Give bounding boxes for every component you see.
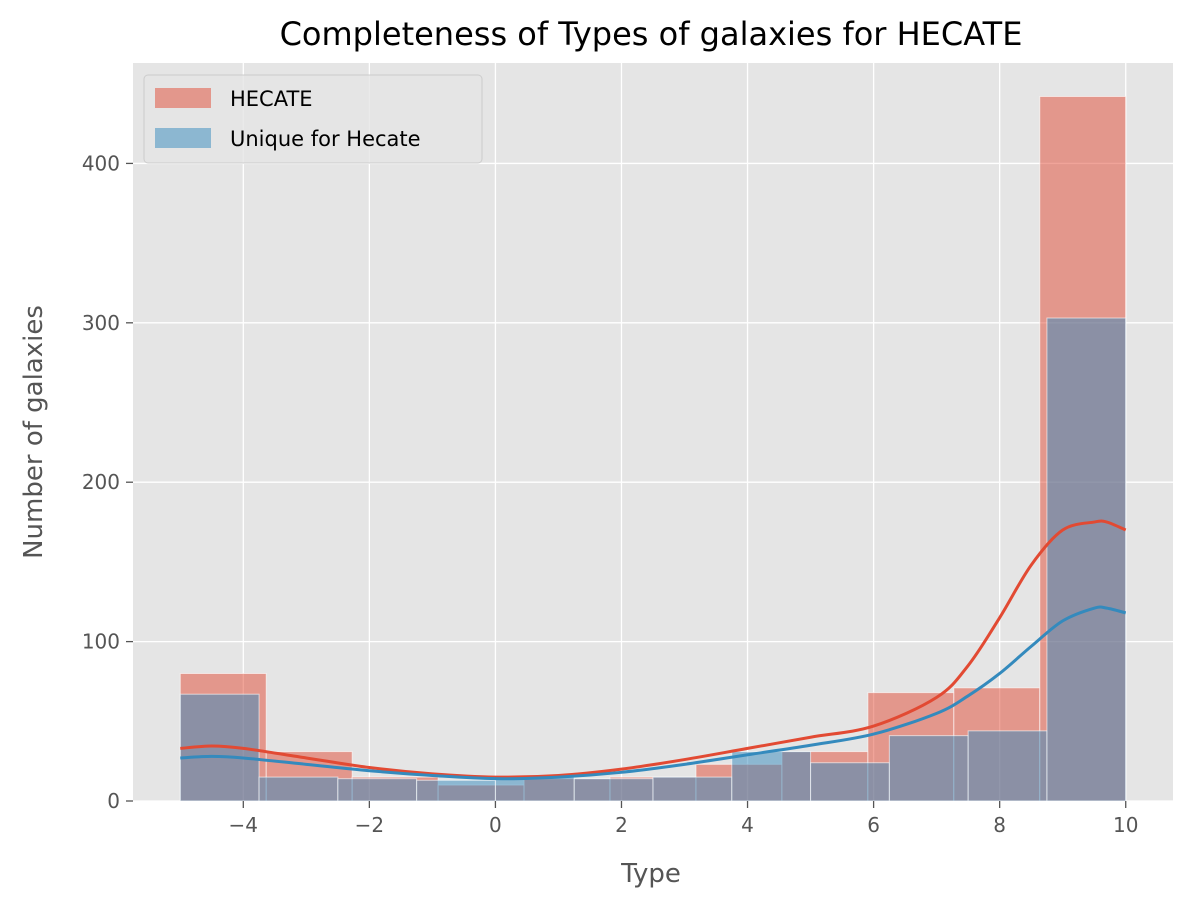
- legend-label-hecate: HECATE: [230, 87, 313, 111]
- bar-unique-for-hecate-7: [731, 751, 812, 802]
- legend-label-unique-for-hecate: Unique for Hecate: [230, 127, 421, 151]
- legend-swatch-unique-for-hecate: [155, 128, 211, 148]
- kde-curves: [180, 519, 1127, 781]
- y-tick-label: 300: [82, 311, 120, 335]
- chart-title: Completeness of Types of galaxies for HE…: [280, 15, 1023, 53]
- kde-line-hecate: [180, 519, 1127, 779]
- x-tick-label: 2: [615, 813, 628, 837]
- legend: HECATE Unique for Hecate: [143, 74, 483, 164]
- bars-unique-for-hecate: [179, 317, 1127, 802]
- y-tick-label: 0: [107, 789, 120, 813]
- x-axis-label: Type: [620, 859, 681, 889]
- legend-frame: [143, 74, 483, 164]
- x-tick-label: 4: [741, 813, 754, 837]
- bar-unique-for-hecate-3: [416, 779, 496, 802]
- y-tick-label: 200: [82, 470, 120, 494]
- x-tick-label: 8: [993, 813, 1006, 837]
- y-tick-label: 400: [82, 151, 120, 175]
- y-tick-label: 100: [82, 630, 120, 654]
- bar-unique-for-hecate-1: [258, 776, 339, 802]
- x-tick-label: 6: [867, 813, 880, 837]
- x-tick-label: −2: [355, 813, 384, 837]
- bar-unique-for-hecate-10: [967, 730, 1048, 802]
- kde-line-unique-for-hecate: [180, 605, 1127, 781]
- x-tick-label: 0: [489, 813, 502, 837]
- bar-unique-for-hecate-6: [652, 776, 733, 802]
- x-tick-label: 10: [1113, 813, 1138, 837]
- x-tick-label: −4: [229, 813, 258, 837]
- bar-unique-for-hecate-5: [573, 778, 654, 802]
- bar-unique-for-hecate-9: [888, 735, 969, 802]
- bar-unique-for-hecate-11: [1046, 317, 1127, 802]
- y-axis-label: Number of galaxies: [19, 305, 49, 559]
- legend-swatch-hecate: [155, 88, 211, 108]
- bar-unique-for-hecate-8: [810, 762, 890, 802]
- bar-unique-for-hecate-2: [337, 778, 418, 802]
- bar-unique-for-hecate-4: [494, 776, 575, 802]
